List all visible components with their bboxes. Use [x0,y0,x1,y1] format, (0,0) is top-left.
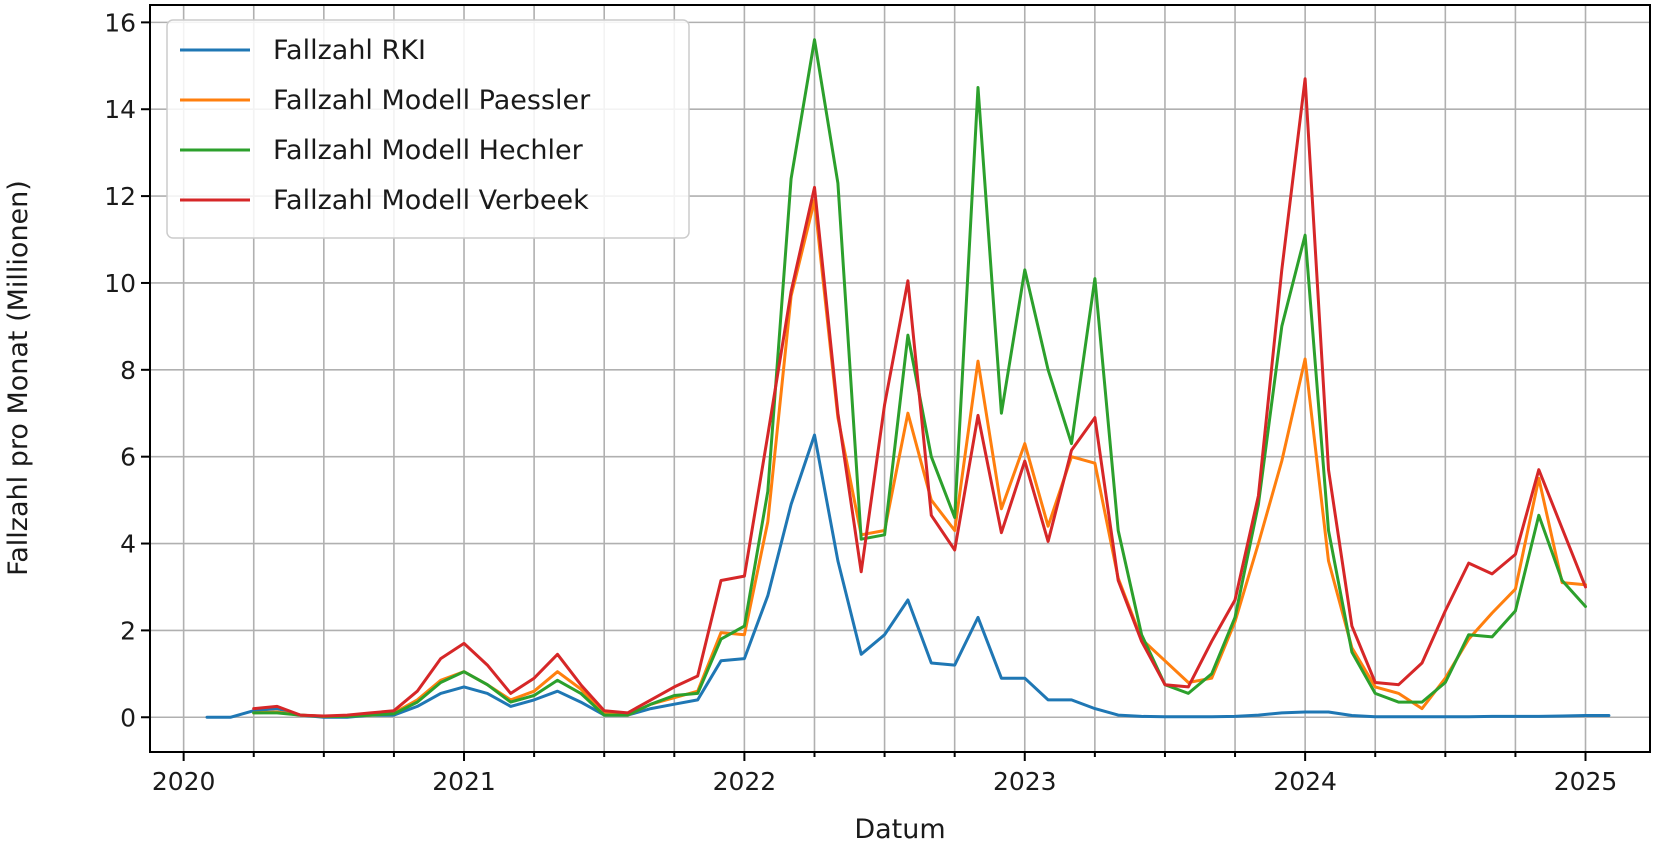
plot-frame [149,4,1651,753]
legend-label-rki: Fallzahl RKI [273,35,426,66]
x-tick-label: 2021 [432,767,496,796]
legend-label-paessler: Fallzahl Modell Paessler [273,85,591,116]
series-line-fallzahl-rki [205,433,1611,719]
y-tick-label: 16 [104,8,136,37]
legend-box [166,19,690,239]
series-lines [205,38,1611,719]
y-tick-label: 12 [104,182,136,211]
legend-label-hechler: Fallzahl Modell Hechler [273,135,584,166]
legend: Fallzahl RKI Fallzahl Modell Paessler Fa… [166,19,690,239]
y-tick-label: 4 [120,530,136,559]
legend-label-verbeek: Fallzahl Modell Verbeek [273,185,589,216]
y-tick-label: 8 [120,356,136,385]
x-tick-label: 2024 [1273,767,1337,796]
tick-labels: 2020 2021 2022 2023 2024 2025 0 2 4 6 8 10 12 14 16 [104,8,1617,796]
x-tick-label: 2022 [713,767,777,796]
x-tick-label: 2020 [152,767,216,796]
y-tick-label: 14 [104,95,136,124]
x-tick-label: 2023 [993,767,1057,796]
series-line-fallzahl-modell-verbeek [252,77,1587,718]
x-tick-label: 2025 [1554,767,1618,796]
y-tick-label: 6 [120,443,136,472]
x-axis-label: Datum [854,814,945,845]
y-tick-label: 0 [120,703,136,732]
y-axis-label: Fallzahl pro Monat (Millionen) [3,180,34,576]
y-tick-label: 2 [120,616,136,645]
y-tick-label: 10 [104,269,136,298]
series-line-fallzahl-modell-paessler [252,198,1587,718]
axis-ticks [141,21,1587,761]
